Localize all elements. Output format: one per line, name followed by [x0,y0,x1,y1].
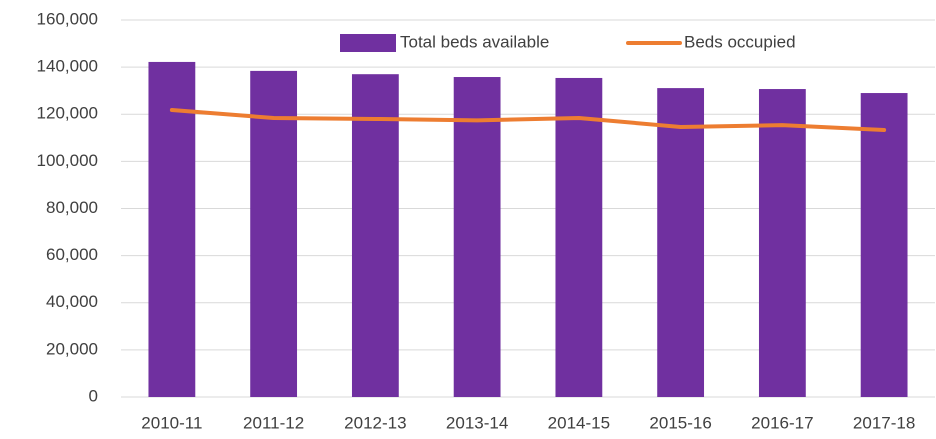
x-tick-label: 2010-11 [141,413,202,432]
y-tick-label: 100,000 [37,151,98,170]
x-tick-label: 2014-15 [548,413,610,432]
bar [351,74,399,397]
y-tick-label: 80,000 [46,198,98,217]
bar [657,88,705,397]
legend-label: Total beds available [400,32,549,51]
bar [758,89,806,398]
x-tick-label: 2016-17 [751,413,813,432]
x-tick-label: 2017-18 [853,413,915,432]
legend-label: Beds occupied [684,32,796,51]
y-tick-label: 140,000 [37,57,98,76]
y-tick-label: 60,000 [46,245,98,264]
legend-swatch [340,34,396,52]
y-tick-label: 160,000 [37,9,98,28]
bar [860,93,908,397]
bar [453,77,501,398]
y-tick-label: 20,000 [46,339,98,358]
y-tick-label: 40,000 [46,292,98,311]
x-tick-label: 2015-16 [649,413,711,432]
x-tick-label: 2013-14 [446,413,508,432]
bar [555,77,603,398]
x-tick-label: 2012-13 [344,413,406,432]
y-tick-label: 0 [89,386,98,405]
x-tick-label: 2011-12 [243,413,304,432]
bar [148,61,196,397]
bar [250,70,298,398]
line [169,108,887,133]
y-tick-label: 120,000 [37,104,98,123]
